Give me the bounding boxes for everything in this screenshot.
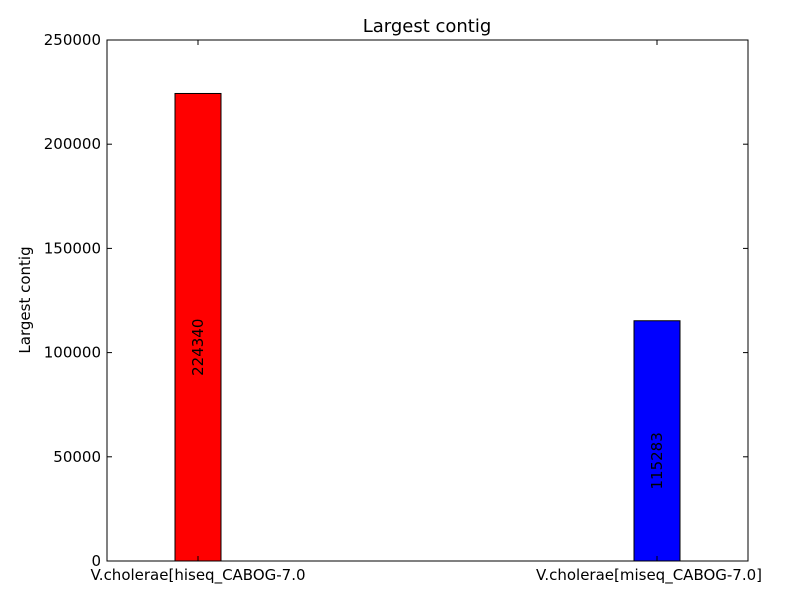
y-tick-label: 200000 (44, 135, 101, 153)
y-axis-label: Largest contig (16, 246, 34, 353)
chart-title: Largest contig (363, 16, 492, 37)
x-tick-label-1: V.cholerae[hiseq_CABOG-7.0 (90, 566, 305, 585)
y-tick-label: 250000 (44, 31, 101, 49)
y-tick-labels-layer: 0 50000 100000 150000 200000 250000 (44, 31, 101, 570)
bar-value-label-2: 115283 (648, 432, 666, 489)
y-tick-label: 0 (91, 552, 101, 570)
bar-1 (174, 92, 222, 562)
y-tick-label: 100000 (44, 344, 101, 362)
value-labels-layer: 224340 115283 (189, 319, 666, 490)
x-tick-label-2: V.cholerae[miseq_CABOG-7.0] (536, 566, 762, 585)
y-tick-label: 150000 (44, 239, 101, 257)
ticks-layer (107, 39, 748, 562)
y-tick-label: 50000 (53, 448, 101, 466)
x-tick-labels-layer: V.cholerae[hiseq_CABOG-7.0 V.cholerae[mis… (90, 566, 762, 585)
bar-2 (633, 320, 681, 562)
bars-layer (174, 92, 681, 562)
bar-value-label-1: 224340 (189, 319, 207, 376)
plot-frame (106, 39, 749, 562)
